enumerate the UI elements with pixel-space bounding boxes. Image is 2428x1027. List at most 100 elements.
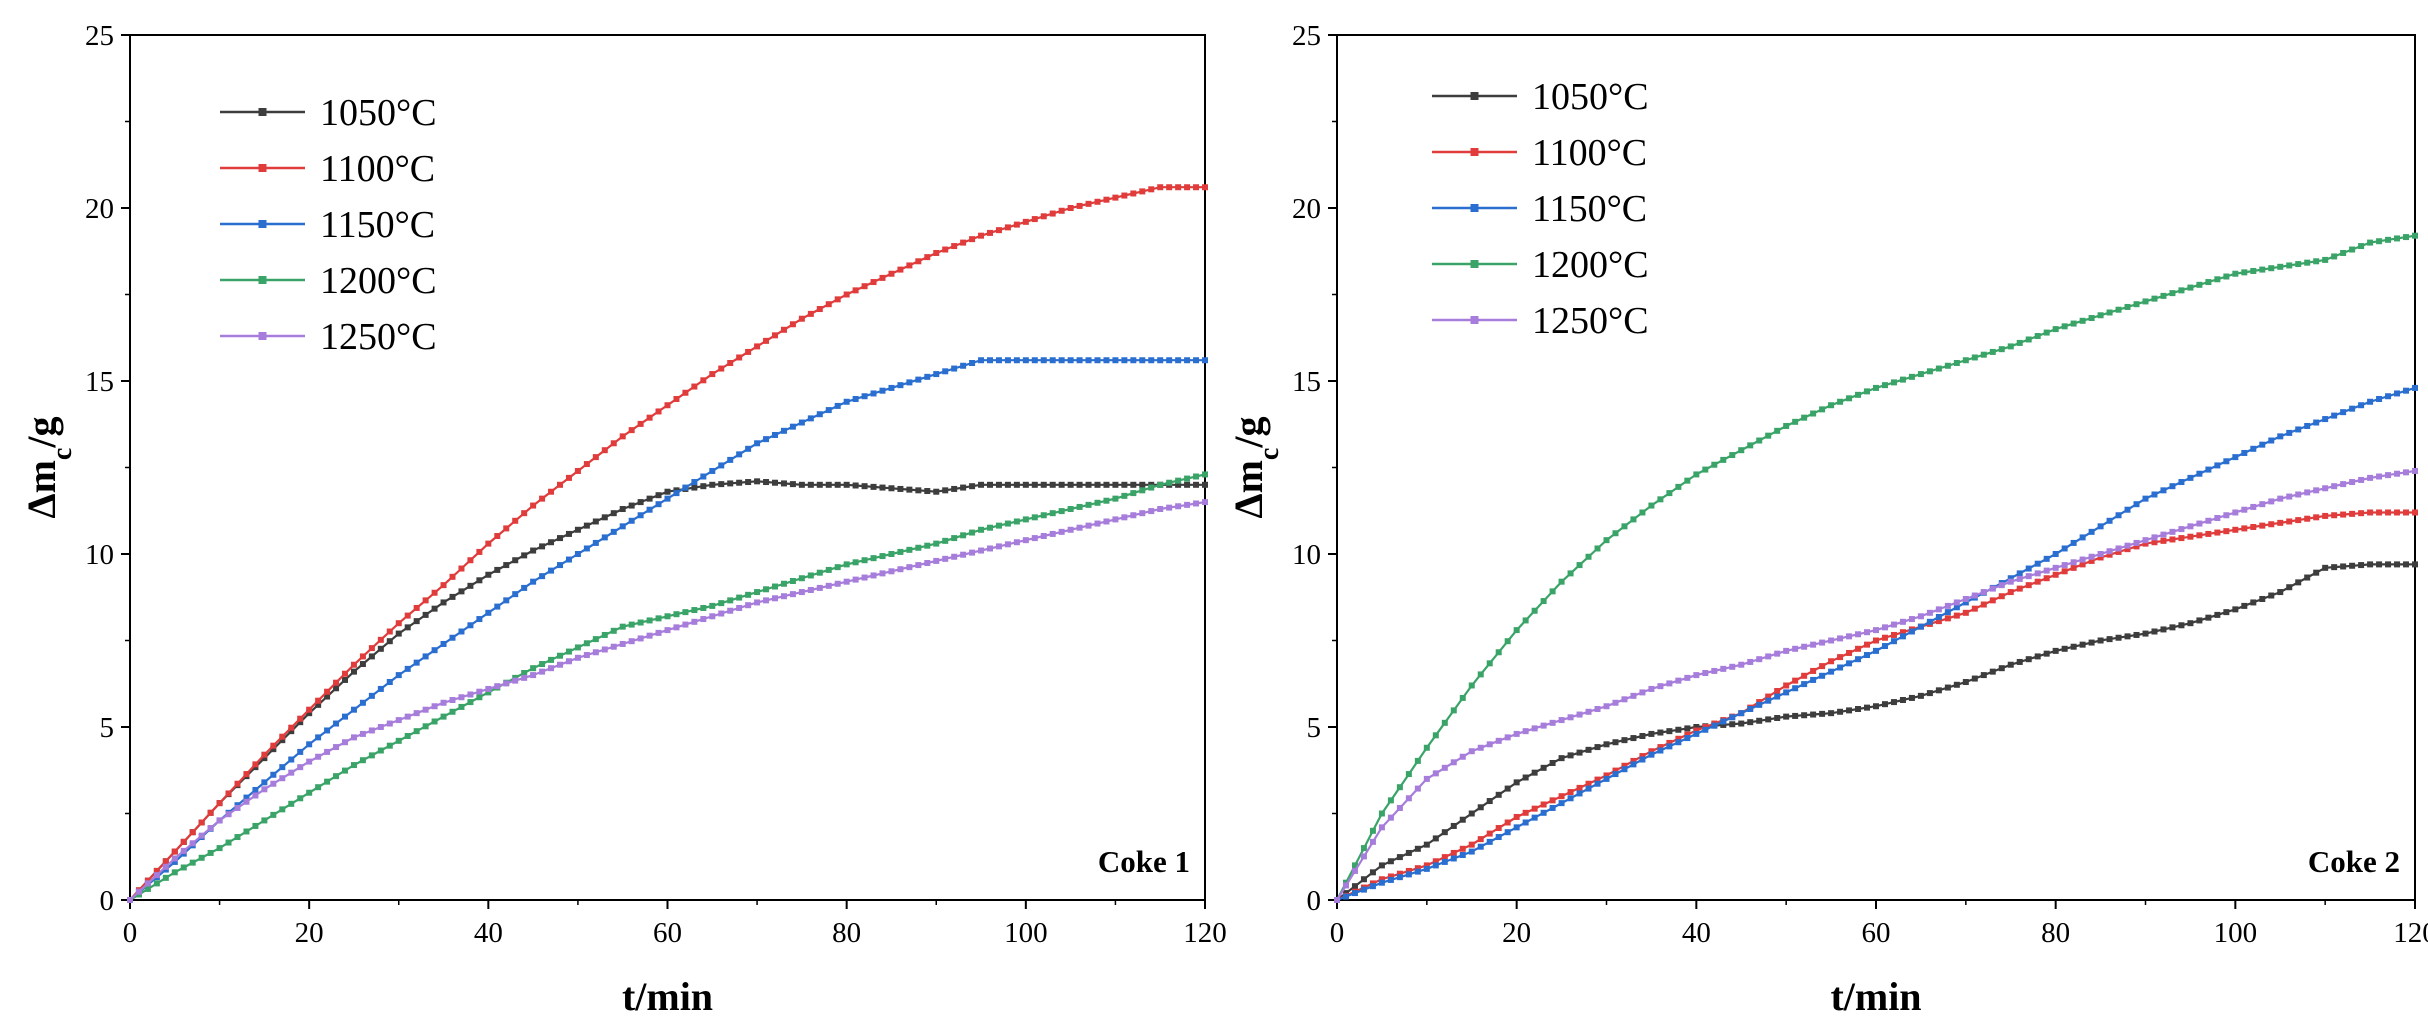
data-point bbox=[1837, 664, 1844, 671]
data-point bbox=[315, 753, 322, 760]
data-point bbox=[1486, 741, 1493, 748]
data-point bbox=[1067, 506, 1074, 513]
data-point bbox=[673, 490, 680, 497]
data-point bbox=[467, 691, 474, 698]
data-point bbox=[1058, 528, 1065, 535]
legend-label: 1150°C bbox=[320, 204, 435, 246]
data-point bbox=[825, 407, 832, 414]
data-point bbox=[879, 484, 886, 491]
data-point bbox=[2007, 589, 2014, 596]
data-point bbox=[843, 291, 850, 298]
data-point bbox=[1112, 481, 1119, 488]
panel-label: Coke 1 bbox=[1098, 844, 1190, 879]
data-point bbox=[852, 482, 859, 489]
data-point bbox=[915, 562, 922, 569]
data-point bbox=[1720, 718, 1727, 725]
data-point bbox=[1621, 737, 1628, 744]
data-point bbox=[2322, 256, 2329, 263]
data-point bbox=[2043, 650, 2050, 657]
data-point bbox=[1621, 696, 1628, 703]
data-point bbox=[1013, 481, 1020, 488]
y-tick-label: 15 bbox=[85, 366, 114, 398]
series-line bbox=[129, 186, 1205, 901]
legend-entry: 1050°C bbox=[1432, 76, 1649, 118]
data-point bbox=[807, 415, 814, 422]
data-point bbox=[763, 479, 770, 486]
data-point bbox=[2007, 343, 2014, 350]
data-point bbox=[1998, 665, 2005, 672]
y-tick-label: 5 bbox=[1307, 712, 1322, 744]
data-point bbox=[2241, 525, 2248, 532]
data-point bbox=[530, 547, 537, 554]
data-point bbox=[162, 858, 169, 865]
data-point bbox=[565, 658, 572, 665]
data-point bbox=[1944, 684, 1951, 691]
data-point bbox=[395, 620, 402, 627]
data-point bbox=[2052, 326, 2059, 333]
data-point bbox=[413, 618, 420, 625]
data-point bbox=[548, 665, 555, 672]
data-point bbox=[1360, 845, 1367, 852]
data-point bbox=[915, 258, 922, 265]
data-point bbox=[610, 643, 617, 650]
data-point bbox=[1049, 510, 1056, 517]
data-point bbox=[2349, 510, 2356, 517]
y-tick-label: 0 bbox=[100, 885, 115, 917]
data-point bbox=[539, 543, 546, 550]
data-point bbox=[1495, 737, 1502, 744]
data-point bbox=[727, 480, 734, 487]
data-point bbox=[324, 688, 331, 695]
data-point bbox=[539, 668, 546, 675]
data-point bbox=[2259, 266, 2266, 273]
data-point bbox=[270, 771, 277, 778]
data-point bbox=[1369, 827, 1376, 834]
data-point bbox=[431, 589, 438, 596]
data-point bbox=[718, 610, 725, 617]
data-point bbox=[772, 332, 778, 339]
data-point bbox=[2178, 479, 2185, 486]
data-point bbox=[1387, 876, 1394, 883]
data-point bbox=[1783, 713, 1790, 720]
data-point bbox=[1157, 506, 1164, 513]
legend-label: 1250°C bbox=[1532, 300, 1649, 342]
data-point bbox=[1193, 481, 1200, 488]
data-point bbox=[1184, 475, 1191, 482]
data-point bbox=[261, 751, 268, 758]
data-point bbox=[2205, 279, 2212, 286]
data-point bbox=[350, 762, 357, 769]
data-point bbox=[270, 742, 277, 749]
data-point bbox=[1890, 621, 1897, 628]
data-point bbox=[2313, 514, 2320, 521]
series-1050 bbox=[1334, 561, 2418, 903]
data-point bbox=[1765, 693, 1772, 700]
data-point bbox=[1962, 599, 1969, 606]
data-point bbox=[1890, 699, 1897, 706]
data-point bbox=[2160, 487, 2167, 494]
data-point bbox=[2340, 511, 2347, 518]
data-point bbox=[2385, 393, 2392, 400]
data-point bbox=[1549, 759, 1556, 766]
data-point bbox=[2016, 570, 2023, 577]
data-point bbox=[1450, 822, 1457, 829]
data-point bbox=[1801, 672, 1808, 679]
data-point bbox=[2394, 235, 2401, 242]
data-point bbox=[1783, 422, 1790, 429]
data-point bbox=[1846, 660, 1853, 667]
x-axis-title: t/min bbox=[622, 974, 713, 1019]
data-point bbox=[1112, 495, 1119, 502]
data-point bbox=[1351, 867, 1358, 874]
data-point bbox=[2304, 422, 2311, 429]
data-point bbox=[995, 543, 1002, 550]
data-point bbox=[315, 734, 322, 741]
data-point bbox=[825, 582, 832, 589]
data-point bbox=[1022, 537, 1029, 544]
data-point bbox=[342, 767, 348, 774]
data-point bbox=[2016, 575, 2023, 582]
data-point bbox=[1414, 785, 1421, 792]
data-point bbox=[933, 249, 940, 256]
data-point bbox=[2340, 481, 2347, 488]
x-tick-label: 60 bbox=[1862, 917, 1891, 949]
legend-entry: 1250°C bbox=[220, 316, 437, 358]
data-point bbox=[1935, 365, 1942, 372]
data-point bbox=[234, 780, 241, 787]
